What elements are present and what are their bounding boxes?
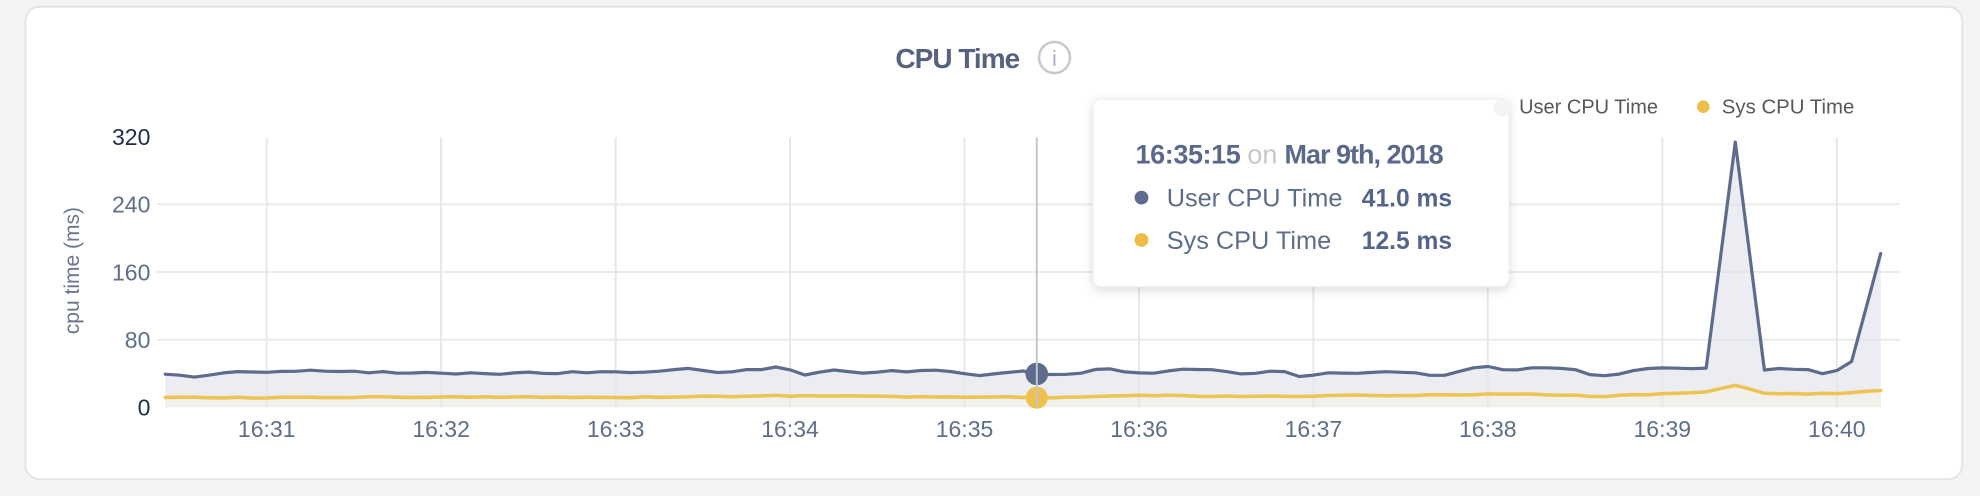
svg-text:16:32: 16:32 [412,416,470,442]
svg-text:Sys CPU Time: Sys CPU Time [1722,97,1855,119]
svg-text:0: 0 [138,395,151,421]
svg-text:16:33: 16:33 [587,416,645,442]
svg-text:User CPU Time: User CPU Time [1519,97,1658,119]
svg-text:41.0 ms: 41.0 ms [1362,185,1452,212]
svg-text:16:38: 16:38 [1459,416,1517,442]
svg-text:80: 80 [125,327,151,353]
svg-text:16:31: 16:31 [238,416,296,442]
svg-text:Mar 9th, 2018: Mar 9th, 2018 [1285,140,1444,170]
svg-text:16:37: 16:37 [1285,416,1343,442]
svg-text:cpu time (ms): cpu time (ms) [61,207,84,334]
svg-text:12.5 ms: 12.5 ms [1362,228,1452,255]
svg-text:16:35: 16:35 [936,416,994,442]
svg-text:160: 160 [112,259,150,285]
svg-text:16:39: 16:39 [1634,416,1692,442]
svg-text:User CPU Time: User CPU Time [1167,184,1343,212]
svg-text:16:34: 16:34 [761,416,819,442]
svg-text:240: 240 [112,192,150,218]
svg-text:on: on [1247,140,1277,170]
svg-text:CPU Time: CPU Time [895,43,1019,74]
svg-text:Sys CPU Time: Sys CPU Time [1167,227,1331,255]
svg-text:i: i [1052,46,1057,71]
svg-text:16:36: 16:36 [1110,416,1168,442]
svg-text:320: 320 [112,124,150,150]
svg-text:16:40: 16:40 [1808,416,1866,442]
svg-text:16:35:15: 16:35:15 [1136,140,1241,170]
